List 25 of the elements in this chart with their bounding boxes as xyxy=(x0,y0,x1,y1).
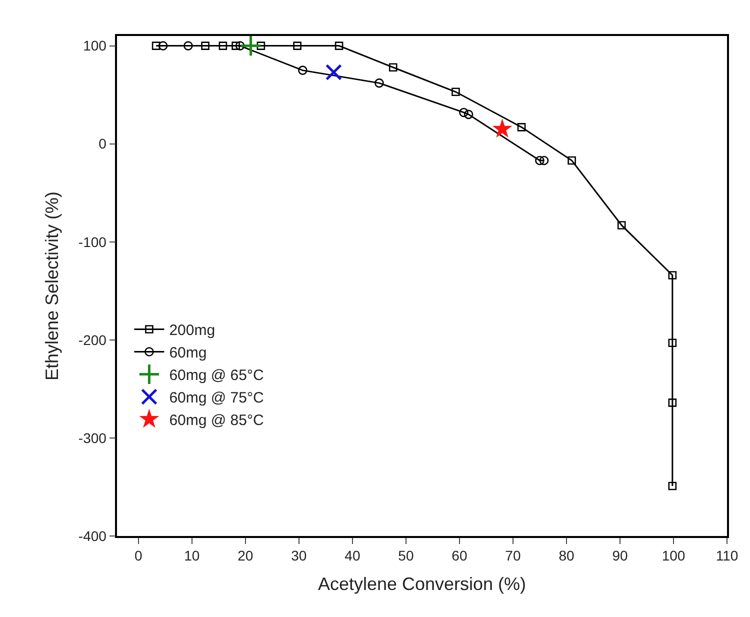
legend-label: 60mg @ 65°C xyxy=(169,367,264,384)
x-tick-label: 90 xyxy=(612,548,628,564)
y-tick-label: 100 xyxy=(83,38,107,54)
y-tick-label: -200 xyxy=(78,332,107,348)
x-tick-label: 10 xyxy=(184,548,200,564)
legend-label: 200mg xyxy=(169,322,216,340)
y-tick-label: -100 xyxy=(78,234,107,250)
x-tick-label: 100 xyxy=(662,548,686,564)
y-tick-label: 0 xyxy=(98,136,107,152)
x-tick-label: 60 xyxy=(452,548,468,564)
legend-label: 60mg xyxy=(169,344,207,362)
legend-label: 60mg @ 85°C xyxy=(169,412,264,430)
x-tick-label: 50 xyxy=(398,548,414,564)
x-axis-title: Acetylene Conversion (%) xyxy=(318,574,526,594)
x-tick-label: 20 xyxy=(238,548,254,564)
x-tick-label: 0 xyxy=(134,548,142,564)
x-tick-label: 110 xyxy=(716,548,738,564)
x-tick-label: 80 xyxy=(558,548,574,564)
y-axis-title: Ethylene Selectivity (%) xyxy=(42,191,62,381)
y-tick-label: -300 xyxy=(78,430,107,446)
x-tick-label: 40 xyxy=(344,548,360,564)
y-tick-label: -400 xyxy=(78,528,107,544)
x-tick-label: 70 xyxy=(505,548,521,564)
legend-label: 60mg @ 75°C xyxy=(169,390,264,407)
x-tick-label: 30 xyxy=(291,548,307,564)
